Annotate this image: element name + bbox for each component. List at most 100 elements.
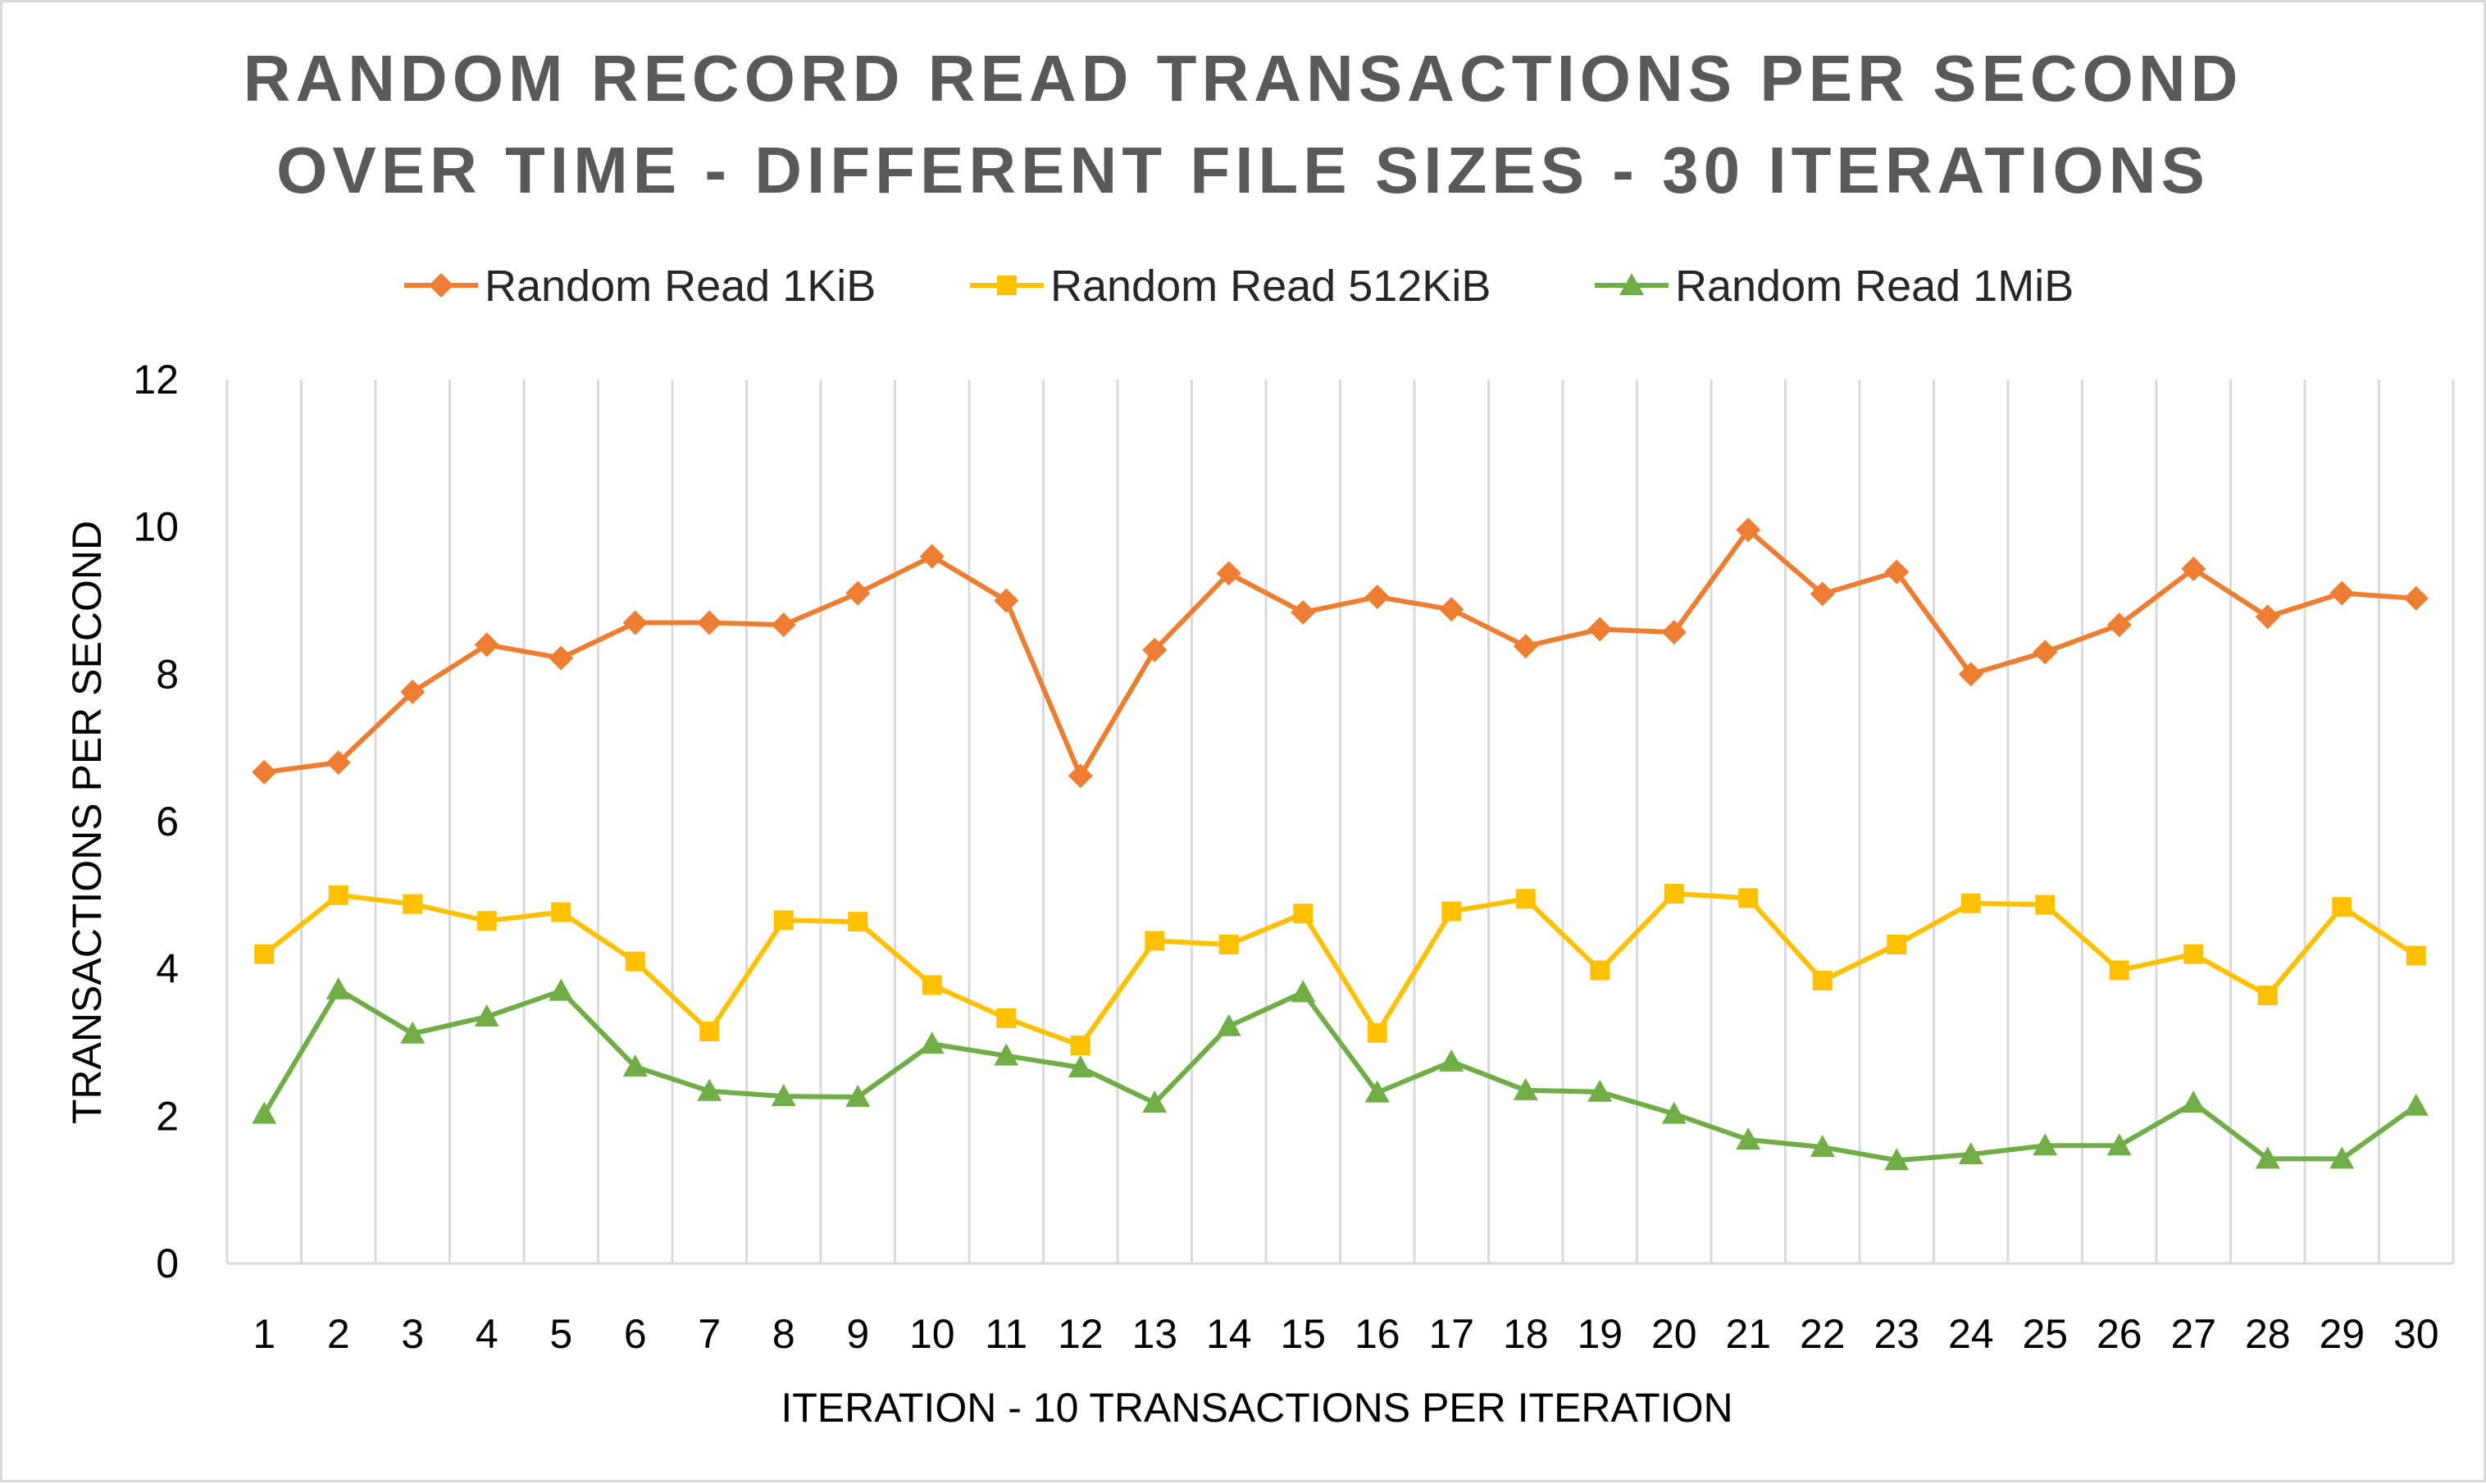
series-2 <box>254 884 2426 1056</box>
data-point <box>1587 617 1613 642</box>
data-point <box>1218 935 1239 955</box>
data-point <box>2329 1146 2355 1169</box>
data-point <box>1590 960 1610 981</box>
data-point <box>2181 556 2206 581</box>
x-tick-label: 2 <box>327 1311 350 1357</box>
data-point <box>474 632 499 658</box>
x-tick-label: 3 <box>401 1311 424 1357</box>
data-point <box>1810 1135 1835 1158</box>
data-point <box>699 1022 720 1042</box>
data-point <box>1738 888 1759 908</box>
x-tick-label: 30 <box>2393 1311 2439 1357</box>
y-tick-label: 2 <box>156 1093 179 1139</box>
series-3 <box>252 976 2429 1171</box>
data-point <box>1661 1101 1687 1124</box>
data-point <box>994 588 1019 613</box>
data-point <box>549 978 574 1001</box>
x-tick-label: 26 <box>2097 1311 2142 1357</box>
data-point <box>2403 585 2429 611</box>
data-point <box>1216 561 1241 586</box>
y-tick-label: 8 <box>156 651 179 697</box>
data-point <box>1142 1090 1168 1113</box>
chart-title: RANDOM RECORD READ TRANSACTIONS PER SECO… <box>244 42 2238 207</box>
data-point <box>1291 599 1316 625</box>
data-point <box>1960 893 1981 913</box>
x-tick-label: 7 <box>698 1311 721 1357</box>
legend-label: Random Read 1MiB <box>1675 262 2074 311</box>
x-tick-label: 23 <box>1874 1311 1919 1357</box>
data-point <box>922 975 942 995</box>
data-series <box>252 517 2429 1171</box>
data-point <box>254 944 275 964</box>
data-point <box>1068 1055 1093 1078</box>
data-point <box>1887 935 1907 955</box>
data-point <box>622 1054 648 1077</box>
data-point <box>1439 597 1464 622</box>
series-line <box>262 986 2419 1163</box>
data-point <box>2033 640 2058 665</box>
x-tick-label: 11 <box>985 1311 1027 1357</box>
x-tick-label: 20 <box>1651 1311 1697 1357</box>
data-point <box>697 610 722 635</box>
legend-label: Random Read 1KiB <box>485 262 876 311</box>
series-1 <box>252 517 2429 789</box>
data-point <box>2403 1093 2429 1116</box>
legend-item: Random Read 1KiB <box>404 262 876 311</box>
data-point <box>1958 1142 1983 1165</box>
data-point <box>1293 904 1314 924</box>
x-tick-label: 29 <box>2319 1311 2365 1357</box>
data-point <box>328 885 348 905</box>
grid-lines <box>225 380 2455 1263</box>
data-point <box>1441 901 1462 922</box>
data-point <box>2255 604 2280 630</box>
data-point <box>2255 1146 2280 1169</box>
data-point <box>326 976 351 999</box>
x-tick-label: 10 <box>909 1311 955 1357</box>
x-tick-label: 13 <box>1131 1311 1177 1357</box>
chart-legend: Random Read 1KiB Random Read 512KiB Random… <box>404 262 2074 311</box>
y-tick-label: 6 <box>156 799 179 844</box>
data-point <box>1364 585 1390 610</box>
data-point <box>1364 1080 1390 1103</box>
data-point <box>1884 559 1910 585</box>
x-tick-label: 25 <box>2022 1311 2068 1357</box>
data-point <box>2406 945 2426 966</box>
x-tick-label: 15 <box>1280 1311 1326 1357</box>
data-point <box>549 645 574 671</box>
data-point <box>771 1084 796 1107</box>
data-point <box>551 902 571 922</box>
y-tick-label: 12 <box>133 357 179 403</box>
data-point <box>1070 1036 1090 1056</box>
data-point <box>845 580 871 606</box>
data-point <box>994 1043 1019 1066</box>
x-tick-label: 28 <box>2245 1311 2291 1357</box>
data-point <box>1142 637 1168 662</box>
x-tick-label: 21 <box>1725 1311 1771 1357</box>
y-tick-label: 0 <box>156 1240 179 1286</box>
data-point <box>625 951 645 972</box>
x-tick-label: 4 <box>476 1311 499 1357</box>
data-point <box>1291 980 1316 1003</box>
data-point <box>1810 581 1835 607</box>
series-line <box>262 527 2419 779</box>
chart-title-line-2: OVER TIME - DIFFERENT FILE SIZES - 30 IT… <box>276 134 2210 207</box>
data-point <box>2109 960 2129 981</box>
x-tick-label: 22 <box>1800 1311 1846 1357</box>
series-line <box>262 891 2419 1049</box>
legend-item: Random Read 512KiB <box>970 262 1491 311</box>
data-point <box>771 612 796 638</box>
legend-marker <box>997 275 1017 295</box>
y-axis-title: TRANSACTIONS PER SECOND <box>64 521 110 1124</box>
data-point <box>919 1031 945 1054</box>
x-tick-label: 1 <box>253 1311 275 1357</box>
x-tick-label: 16 <box>1355 1311 1400 1357</box>
data-point <box>400 1021 426 1044</box>
data-point <box>2181 1090 2206 1113</box>
data-point <box>252 1101 277 1124</box>
legend-item: Random Read 1MiB <box>1595 262 2074 311</box>
data-point <box>1958 662 1983 687</box>
data-point <box>1661 620 1687 645</box>
x-tick-label: 5 <box>549 1311 572 1357</box>
